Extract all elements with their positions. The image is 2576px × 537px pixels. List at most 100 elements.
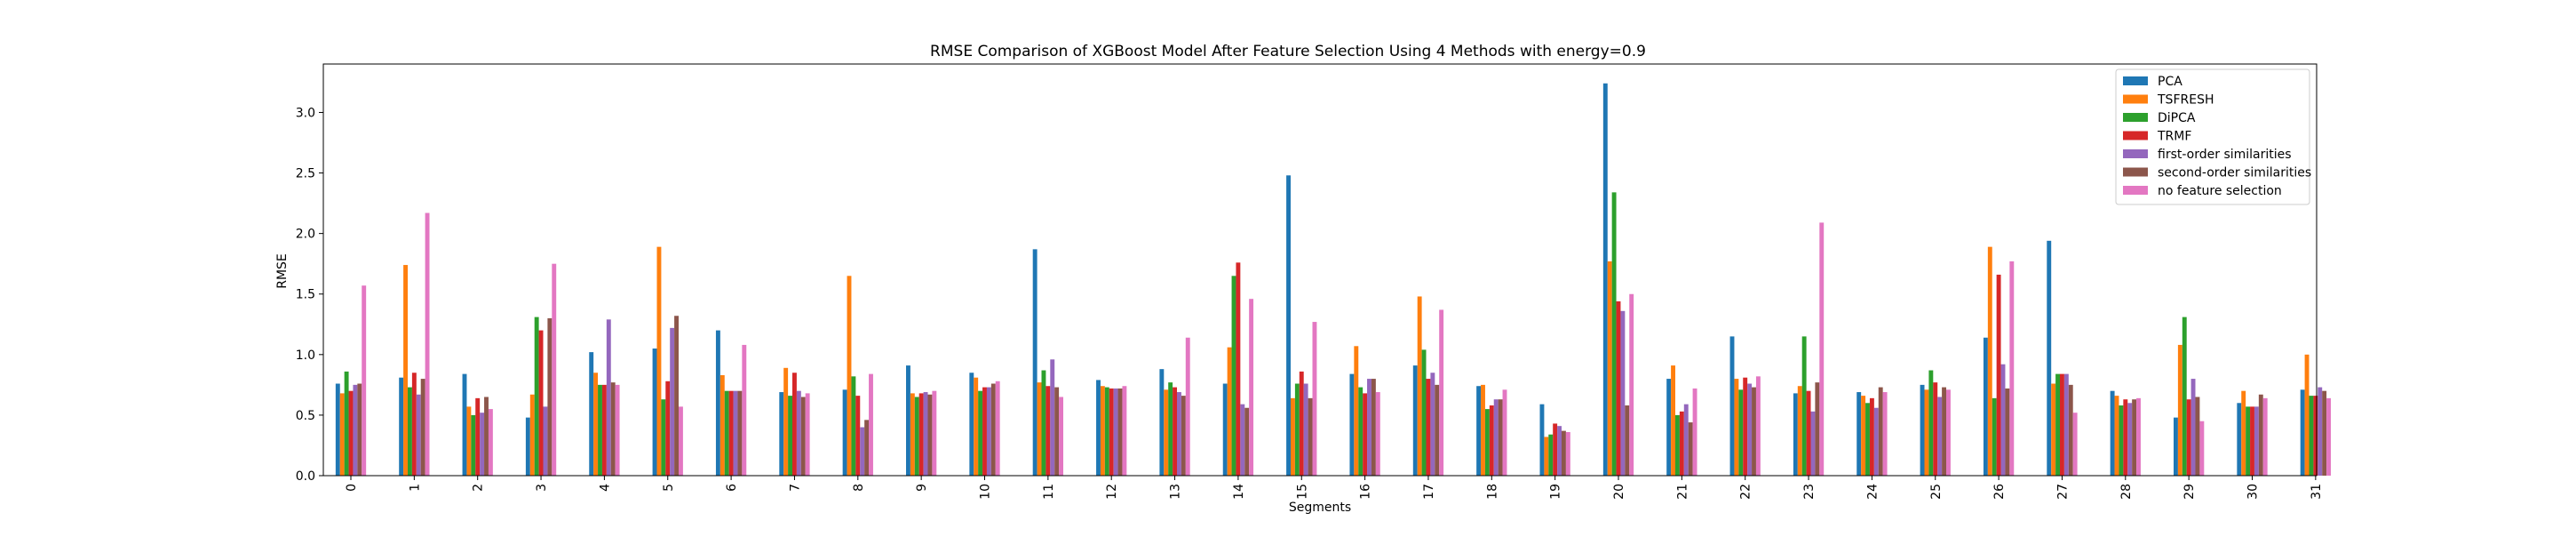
bar-dipca-segment-14 [1231, 276, 1236, 476]
bar-no-feature-selection-segment-2 [488, 409, 493, 476]
bar-first-order-similarities-segment-27 [2063, 373, 2069, 476]
bar-dipca-segment-12 [1104, 387, 1109, 476]
bar-second-order-similarities-segment-2 [484, 397, 489, 476]
x-tick-label: 6 [725, 484, 739, 492]
x-tick-label: 17 [1422, 484, 1436, 500]
bar-pca-segment-12 [1096, 380, 1101, 476]
bar-tsfresh-segment-6 [720, 374, 725, 476]
x-tick-label: 18 [1485, 484, 1499, 500]
bar-second-order-similarities-segment-6 [737, 390, 743, 476]
x-tick-label: 29 [2182, 484, 2197, 500]
bar-no-feature-selection-segment-8 [869, 373, 873, 476]
y-tick-label: 0.5 [296, 409, 315, 423]
y-axis-ticks: 0.0 0.5 1.0 1.5 2.0 2.5 3.0 [296, 106, 323, 484]
bar-tsfresh-segment-29 [2177, 344, 2182, 476]
bar-tsfresh-segment-12 [1100, 386, 1105, 476]
bar-first-order-similarities-segment-3 [543, 406, 548, 476]
bar-first-order-similarities-segment-17 [1430, 373, 1435, 476]
bar-trmf-segment-18 [1489, 405, 1494, 476]
bar-second-order-similarities-segment-11 [1054, 387, 1060, 476]
bar-no-feature-selection-segment-1 [425, 212, 430, 476]
bar-second-order-similarities-segment-4 [610, 382, 616, 476]
bar-second-order-similarities-segment-14 [1244, 407, 1250, 476]
bar-trmf-segment-0 [348, 390, 354, 476]
x-tick-label: 24 [1865, 484, 1880, 500]
bar-dipca-segment-3 [534, 317, 539, 476]
bar-trmf-segment-19 [1553, 423, 1558, 476]
bar-pca-segment-29 [2174, 417, 2178, 476]
y-tick-label: 2.5 [296, 167, 315, 181]
bar-pca-segment-4 [589, 352, 594, 476]
x-tick-label: 15 [1295, 484, 1309, 500]
x-tick-label: 19 [1549, 484, 1563, 500]
bar-dipca-segment-10 [978, 390, 983, 476]
bar-dipca-segment-1 [408, 387, 412, 476]
bar-second-order-similarities-segment-28 [2132, 399, 2137, 476]
legend-swatch [2123, 167, 2148, 177]
bar-tsfresh-segment-4 [593, 373, 599, 476]
bar-second-order-similarities-segment-25 [1942, 387, 1946, 476]
bar-pca-segment-3 [525, 417, 530, 476]
bar-first-order-similarities-segment-21 [1683, 404, 1689, 476]
x-tick-label: 3 [535, 484, 549, 492]
bar-trmf-segment-25 [1933, 382, 1938, 476]
legend-label: DiPCA [2158, 111, 2196, 125]
bar-trmf-segment-14 [1236, 262, 1241, 476]
legend-label: first-order similarities [2158, 148, 2292, 162]
bar-second-order-similarities-segment-21 [1688, 422, 1693, 476]
legend-label: PCA [2158, 75, 2182, 89]
bar-trmf-segment-4 [601, 384, 607, 476]
legend-box [2115, 68, 2310, 205]
bar-trmf-segment-13 [1173, 387, 1177, 476]
bar-first-order-similarities-segment-15 [1303, 383, 1308, 476]
bar-second-order-similarities-segment-27 [2068, 384, 2073, 476]
bar-dipca-segment-30 [2246, 406, 2251, 476]
bar-trmf-segment-29 [2186, 399, 2191, 476]
bar-second-order-similarities-segment-26 [2005, 388, 2010, 476]
legend-swatch [2123, 94, 2148, 104]
bar-second-order-similarities-segment-3 [547, 317, 553, 476]
bar-first-order-similarities-segment-11 [1050, 359, 1055, 476]
chart-title: RMSE Comparison of XGBoost Model After F… [930, 43, 1646, 60]
bar-dipca-segment-7 [788, 396, 792, 476]
bar-trmf-segment-27 [2060, 373, 2064, 476]
bar-first-order-similarities-segment-26 [2000, 364, 2006, 476]
x-tick-label: 20 [1612, 484, 1626, 500]
x-tick-label: 2 [472, 484, 486, 492]
bar-no-feature-selection-segment-12 [1122, 386, 1127, 476]
bar-tsfresh-segment-14 [1227, 347, 1232, 476]
bar-dipca-segment-15 [1294, 383, 1300, 476]
x-tick-label: 27 [2055, 484, 2070, 500]
bar-tsfresh-segment-7 [783, 367, 789, 476]
bar-no-feature-selection-segment-19 [1565, 431, 1570, 476]
x-tick-label: 7 [788, 484, 802, 492]
bar-tsfresh-segment-17 [1417, 296, 1422, 476]
bar-no-feature-selection-segment-7 [805, 393, 810, 476]
x-tick-label: 22 [1739, 484, 1753, 500]
bar-second-order-similarities-segment-10 [990, 383, 996, 476]
bar-trmf-segment-23 [1806, 390, 1811, 476]
legend-swatch [2123, 113, 2148, 122]
bar-first-order-similarities-segment-14 [1240, 404, 1245, 476]
bar-dipca-segment-13 [1168, 382, 1173, 476]
bar-tsfresh-segment-15 [1291, 397, 1295, 476]
x-tick-label: 26 [1992, 484, 2007, 500]
bar-second-order-similarities-segment-17 [1435, 384, 1440, 476]
bar-trmf-segment-5 [665, 381, 671, 476]
x-tick-label: 30 [2246, 484, 2261, 500]
bar-dipca-segment-4 [598, 384, 602, 476]
bar-trmf-segment-28 [2123, 399, 2128, 476]
bar-no-feature-selection-segment-16 [1375, 392, 1380, 476]
bar-trmf-segment-21 [1679, 411, 1684, 476]
legend-swatch [2123, 131, 2148, 140]
bar-trmf-segment-2 [475, 397, 481, 476]
x-tick-label: 13 [1169, 484, 1183, 500]
bar-first-order-similarities-segment-10 [986, 387, 991, 476]
bar-second-order-similarities-segment-24 [1878, 387, 1883, 476]
bar-no-feature-selection-segment-24 [1882, 392, 1888, 476]
bar-pca-segment-8 [842, 389, 847, 476]
y-tick-label: 0.0 [296, 469, 315, 484]
legend-label: TSFRESH [2157, 93, 2214, 108]
x-tick-label: 11 [1042, 484, 1056, 500]
bar-dipca-segment-8 [851, 376, 856, 476]
